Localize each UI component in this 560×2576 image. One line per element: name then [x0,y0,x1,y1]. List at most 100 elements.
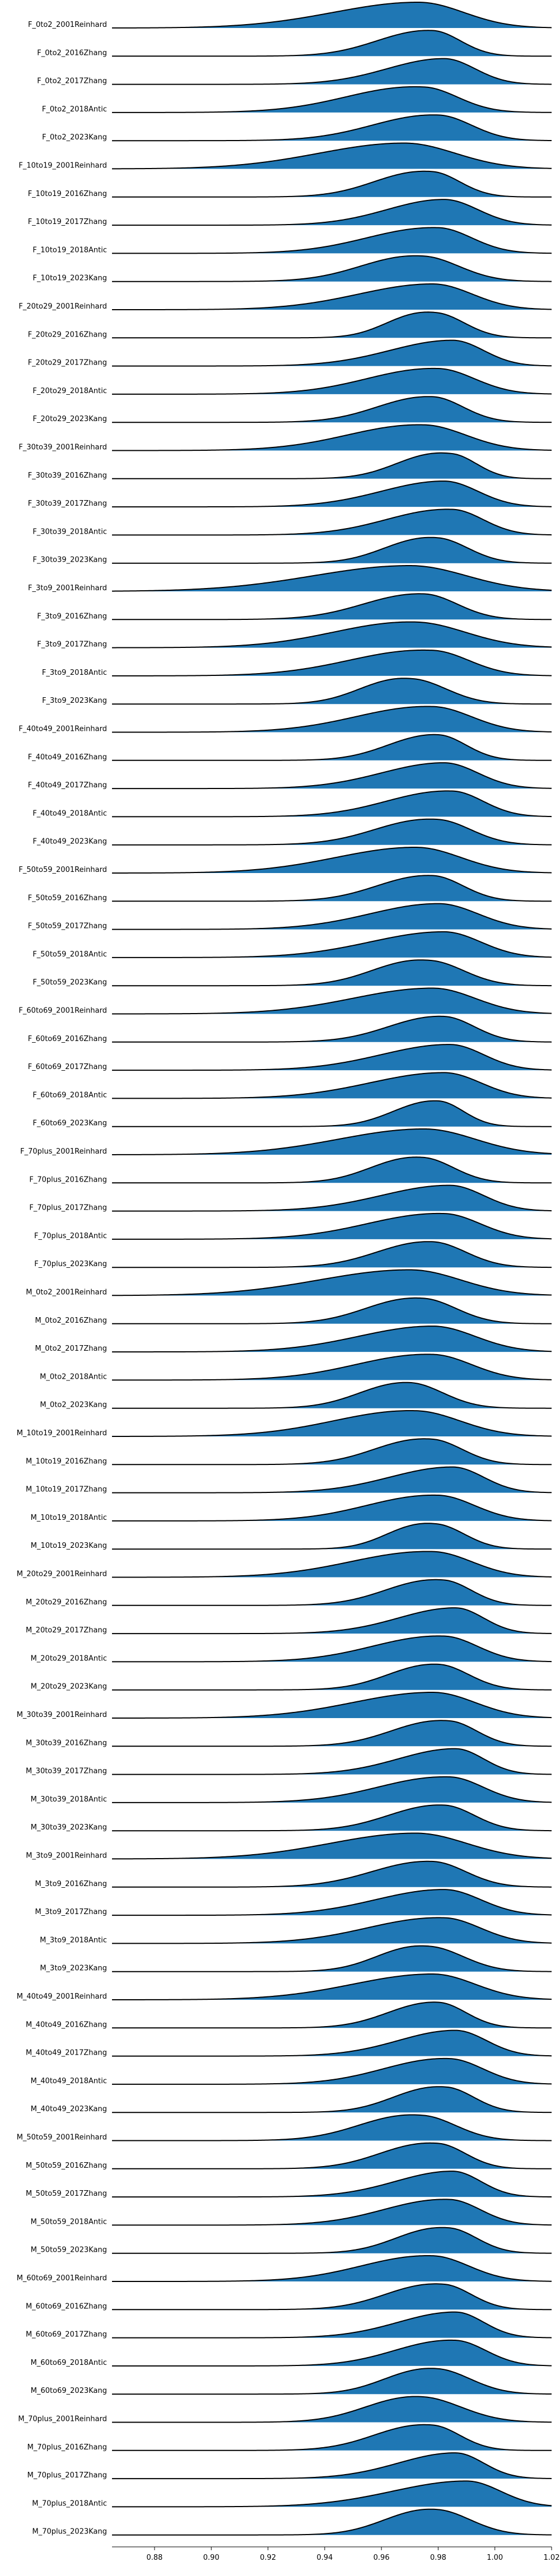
ridge-area [112,1467,552,1493]
ridge-area [112,2058,552,2084]
ridge-outline [112,959,552,987]
x-tick-label: 0.96 [374,2554,390,2562]
ridge-row: M_60to69_2017Zhang [26,2311,552,2339]
ridge-row: M_3to9_2016Zhang [35,1860,552,1888]
ridge-outline [112,987,552,1015]
series-label: F_0to2_2016Zhang [37,49,107,57]
ridge-area [112,566,552,591]
ridge-outline [112,1635,552,1663]
ridge-row: F_20to29_2018Antic [32,367,552,395]
series-label: M_10to19_2016Zhang [26,1457,107,1466]
ridge-area [112,2143,552,2169]
x-tick-label: 0.94 [316,2554,333,2562]
ridge-row: M_70plus_2017Zhang [27,2452,552,2480]
ridge-row: F_50to59_2017Zhang [28,903,552,931]
ridge-outline [112,2339,552,2367]
series-label: M_40to49_2016Zhang [26,2020,107,2029]
ridge-row: F_3to9_2001Reinhard [28,564,552,592]
ridge-area [112,1551,552,1578]
ridge-row: F_10to19_2017Zhang [28,199,552,226]
ridge-area [112,819,552,845]
ridge-outline [112,1523,552,1550]
ridge-row: F_60to69_2016Zhang [28,1015,552,1043]
series-label: M_3to9_2016Zhang [35,1880,108,1888]
ridge-outline [112,508,552,536]
series-label: F_70plus_2018Antic [34,1232,107,1240]
ridge-outline [112,1156,552,1184]
ridge-outline [112,1438,552,1466]
ridge-area [112,58,552,85]
ridge-outline [112,339,552,367]
ridge-area [112,2509,552,2535]
ridge-outline [112,58,552,85]
ridge-outline [112,170,552,198]
ridge-area [112,537,552,563]
ridge-outline [112,1072,552,1099]
ridge-area [112,650,552,676]
series-label: M_50to59_2001Reinhard [17,2134,107,2142]
ridge-row: F_50to59_2018Antic [32,931,552,959]
ridge-area [112,763,552,789]
series-label: F_40to49_2023Kang [33,838,107,846]
series-label: M_30to39_2001Reinhard [17,1711,107,1719]
ridge-outline [112,311,552,339]
ridge-area [112,622,552,648]
ridge-area [112,2171,552,2197]
ridge-area [112,2115,552,2141]
ridge-area [112,1720,552,1747]
series-label: M_10to19_2018Antic [31,1514,107,1522]
ridge-row: F_50to59_2023Kang [33,959,552,987]
ridge-outline [112,818,552,846]
ridge-outline [112,1100,552,1127]
ridge-area [112,1608,552,1634]
ridge-outline [112,2057,552,2085]
ridge-row: F_3to9_2018Antic [42,649,552,677]
ridge-area [112,594,552,620]
ridge-outline [112,2452,552,2480]
ridge-area [112,791,552,817]
ridge-area [112,2368,552,2395]
ridge-row: M_3to9_2001Reinhard [26,1832,552,1860]
series-label: F_10to19_2016Zhang [28,190,107,198]
ridge-row: M_20to29_2016Zhang [26,1579,552,1607]
ridge-row: F_40to49_2023Kang [33,818,552,846]
ridge-outline [112,86,552,113]
series-label: F_60to69_2001Reinhard [18,1007,107,1015]
ridge-row: M_10to19_2018Antic [31,1494,552,1522]
ridge-outline [112,367,552,395]
ridge-row: F_60to69_2018Antic [32,1072,552,1099]
ridge-outline [112,1297,552,1324]
series-label: F_60to69_2016Zhang [28,1035,107,1043]
series-label: M_60to69_2001Reinhard [17,2274,107,2283]
series-label: M_30to39_2017Zhang [26,1767,107,1776]
ridge-row: F_30to39_2023Kang [33,536,552,564]
series-label: M_50to59_2018Antic [31,2218,107,2226]
series-label: F_50to59_2023Kang [33,978,107,987]
ridge-area [112,1354,552,1380]
series-label: F_50to59_2001Reinhard [18,866,107,874]
ridge-outline [112,875,552,902]
ridge-outline [112,227,552,254]
ridge-outline [111,1832,552,1860]
series-label: F_70plus_2001Reinhard [20,1147,107,1156]
series-label: F_10to19_2023Kang [33,274,107,283]
ridge-area [112,199,552,226]
series-label: F_3to9_2001Reinhard [28,584,107,592]
series-label: F_10to19_2017Zhang [28,218,107,226]
ridge-row: F_30to39_2001Reinhard [18,424,552,452]
ridge-area [112,931,552,958]
x-tick-label: 0.88 [146,2554,162,2562]
ridge-row: F_3to9_2023Kang [42,678,552,705]
series-label: M_70plus_2001Reinhard [18,2415,107,2424]
ridge-area [112,396,552,423]
series-label: M_10to19_2001Reinhard [17,1429,107,1438]
ridge-row: F_10to19_2023Kang [33,255,552,283]
ridge-row: M_0to2_2018Antic [40,1354,552,1381]
ridge-area [112,452,552,479]
ridge-row: F_30to39_2016Zhang [28,452,552,480]
ridge-area [112,1692,552,1718]
ridge-row: F_20to29_2001Reinhard [18,283,552,311]
ridge-row: M_3to9_2023Kang [40,1945,552,1973]
ridge-outline [111,1,552,29]
